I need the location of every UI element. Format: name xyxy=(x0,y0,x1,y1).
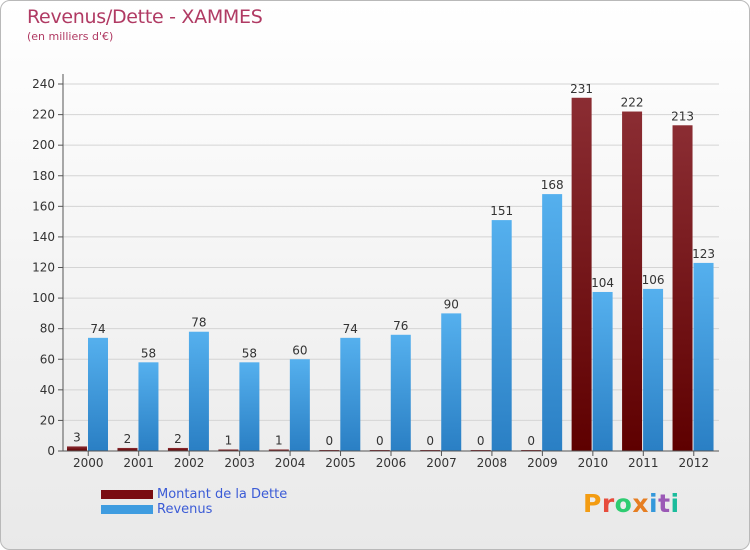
bar-revenus xyxy=(340,337,361,451)
logo-letter: t xyxy=(658,489,671,518)
data-label-revenus: 58 xyxy=(141,346,156,360)
y-tick-label: 0 xyxy=(47,444,55,458)
x-tick-label: 2001 xyxy=(123,456,154,470)
y-tick-label: 80 xyxy=(40,322,55,336)
legend-swatch-debt xyxy=(101,490,153,499)
bar-revenus xyxy=(289,359,310,451)
logo-letter: x xyxy=(632,489,649,518)
data-label-debt: 213 xyxy=(671,109,694,123)
data-label-debt: 2 xyxy=(124,432,132,446)
y-tick-label: 20 xyxy=(40,413,55,427)
bar-revenus xyxy=(138,362,159,451)
data-label-revenus: 76 xyxy=(393,319,408,333)
chart-subtitle: (en milliers d'€) xyxy=(27,30,114,43)
logo-letter: o xyxy=(614,489,633,518)
y-tick-label: 40 xyxy=(40,383,55,397)
bar-revenus xyxy=(188,331,209,451)
bar-revenus xyxy=(693,262,714,451)
logo-letter: i xyxy=(649,489,659,518)
value-labels: 3 74 2 58 2 78 1 58 1 60 0 74 0 76 0 90 0 151 0 168 231 104 22… xyxy=(73,82,715,448)
data-label-debt: 1 xyxy=(275,433,283,447)
y-tick-label: 160 xyxy=(32,199,55,213)
bar-revenus xyxy=(239,362,260,451)
proxiti-logo: Proxiti xyxy=(583,489,680,518)
y-tick-label: 100 xyxy=(32,291,55,305)
x-tick-label: 2010 xyxy=(578,456,609,470)
data-label-debt: 222 xyxy=(621,96,644,110)
y-tick-label: 140 xyxy=(32,230,55,244)
data-label-revenus: 78 xyxy=(191,316,206,330)
data-label-revenus: 74 xyxy=(343,322,358,336)
x-tick-label: 2004 xyxy=(275,456,306,470)
data-label-debt: 2 xyxy=(174,432,182,446)
logo-letter: i xyxy=(670,489,680,518)
data-label-debt: 0 xyxy=(527,434,535,448)
x-tick-label: 2012 xyxy=(678,456,709,470)
bar-debt xyxy=(268,449,289,451)
data-label-revenus: 104 xyxy=(591,276,614,290)
y-tick-label: 60 xyxy=(40,352,55,366)
data-label-revenus: 106 xyxy=(642,273,665,287)
x-tick-label: 2011 xyxy=(628,456,659,470)
data-label-debt: 0 xyxy=(477,434,485,448)
bar-revenus xyxy=(542,194,563,451)
bar-debt xyxy=(117,447,138,451)
x-tick-label: 2008 xyxy=(477,456,508,470)
data-label-debt: 1 xyxy=(225,433,233,447)
bar-revenus xyxy=(88,337,108,451)
data-label-revenus: 74 xyxy=(90,322,105,336)
bar-revenus xyxy=(592,291,613,451)
y-tick-label: 220 xyxy=(32,108,55,122)
data-label-debt: 231 xyxy=(570,82,593,96)
y-tick-label: 200 xyxy=(32,138,55,152)
x-tick-label: 2005 xyxy=(325,456,356,470)
bar-debt xyxy=(218,449,239,451)
y-tick-label: 240 xyxy=(32,77,55,91)
data-label-revenus: 60 xyxy=(292,343,307,357)
bars xyxy=(67,97,714,452)
bar-debt xyxy=(672,125,693,451)
legend-label-revenus: Revenus xyxy=(157,502,213,517)
y-tick-label: 180 xyxy=(32,169,55,183)
data-label-debt: 3 xyxy=(73,430,81,444)
legend-label-debt: Montant de la Dette xyxy=(157,487,288,502)
data-label-revenus: 151 xyxy=(490,204,513,218)
x-tick-label: 2002 xyxy=(174,456,205,470)
bar-debt xyxy=(167,447,188,451)
bar-revenus xyxy=(441,313,462,451)
data-label-revenus: 58 xyxy=(242,346,257,360)
chart-title: Revenus/Dette - XAMMES xyxy=(27,6,263,28)
bar-revenus xyxy=(643,288,664,451)
logo-letter: P xyxy=(583,489,602,518)
bar-debt xyxy=(571,97,592,451)
y-tick-label: 120 xyxy=(32,261,55,275)
data-label-revenus: 168 xyxy=(541,178,564,192)
data-label-debt: 0 xyxy=(376,434,384,448)
bar-debt xyxy=(622,111,643,452)
data-label-debt: 0 xyxy=(426,434,434,448)
data-label-revenus: 123 xyxy=(692,247,715,261)
bar-debt xyxy=(67,446,87,451)
legend-swatch-revenus xyxy=(101,505,153,514)
x-tick-label: 2007 xyxy=(426,456,457,470)
x-tick-label: 2000 xyxy=(73,456,104,470)
data-label-debt: 0 xyxy=(325,434,333,448)
x-tick-label: 2006 xyxy=(376,456,407,470)
bar-revenus xyxy=(491,220,512,451)
bar-revenus xyxy=(390,334,411,451)
logo-letter: r xyxy=(601,489,615,518)
data-label-revenus: 90 xyxy=(444,297,459,311)
x-tick-label: 2003 xyxy=(224,456,255,470)
x-tick-label: 2009 xyxy=(527,456,558,470)
